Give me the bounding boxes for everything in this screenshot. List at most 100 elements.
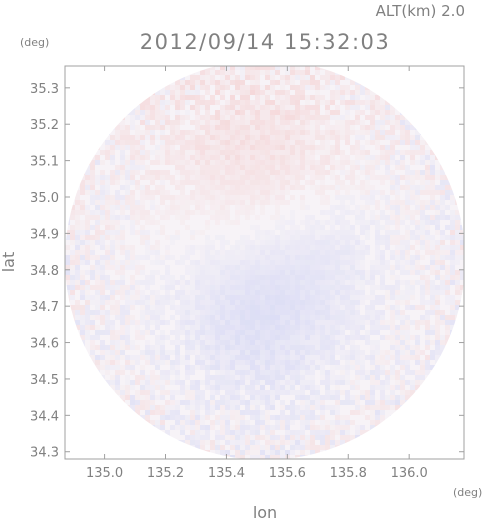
- heatmap-cell: [195, 195, 200, 200]
- heatmap-cell: [285, 155, 290, 160]
- heatmap-cell: [160, 300, 165, 305]
- heatmap-cell: [145, 315, 150, 320]
- heatmap-cell: [140, 290, 145, 295]
- heatmap-cell: [145, 285, 150, 290]
- heatmap-cell: [65, 230, 70, 235]
- heatmap-cell: [135, 180, 140, 185]
- heatmap-cell: [285, 330, 290, 335]
- heatmap-cell: [160, 420, 165, 425]
- heatmap-cell: [415, 145, 420, 150]
- heatmap-cell: [390, 275, 395, 280]
- heatmap-cell: [355, 290, 360, 295]
- y-tick-label: 34.9: [30, 227, 59, 242]
- heatmap-cell: [290, 105, 295, 110]
- heatmap-cell: [200, 275, 205, 280]
- heatmap-cell: [205, 290, 210, 295]
- heatmap-cell: [360, 260, 365, 265]
- heatmap-cell: [230, 275, 235, 280]
- heatmap-cell: [120, 390, 125, 395]
- heatmap-cell: [350, 360, 355, 365]
- heatmap-cell: [305, 345, 310, 350]
- heatmap-cell: [375, 175, 380, 180]
- heatmap-cell: [170, 275, 175, 280]
- heatmap-cell: [145, 210, 150, 215]
- heatmap-cell: [225, 365, 230, 370]
- heatmap-cell: [355, 325, 360, 330]
- heatmap-cell: [405, 295, 410, 300]
- heatmap-cell: [305, 235, 310, 240]
- heatmap-cell: [275, 175, 280, 180]
- heatmap-cell: [215, 165, 220, 170]
- heatmap-cell: [230, 175, 235, 180]
- heatmap-cell: [220, 180, 225, 185]
- heatmap-cell: [275, 200, 280, 205]
- heatmap-cell: [125, 165, 130, 170]
- heatmap-cell: [130, 285, 135, 290]
- heatmap-cell: [360, 185, 365, 190]
- heatmap-cell: [200, 445, 205, 450]
- heatmap-cell: [115, 215, 120, 220]
- heatmap-cell: [180, 90, 185, 95]
- heatmap-cell: [135, 165, 140, 170]
- heatmap-cell: [275, 135, 280, 140]
- heatmap-cell: [225, 325, 230, 330]
- heatmap-cell: [120, 340, 125, 345]
- heatmap-cell: [340, 170, 345, 175]
- heatmap-cell: [370, 160, 375, 165]
- heatmap-cell: [290, 220, 295, 225]
- heatmap-cell: [330, 145, 335, 150]
- heatmap-cell: [355, 140, 360, 145]
- heatmap-cell: [375, 330, 380, 335]
- heatmap-cell: [330, 410, 335, 415]
- heatmap-cell: [235, 215, 240, 220]
- heatmap-cell: [260, 66, 265, 70]
- heatmap-cell: [105, 295, 110, 300]
- heatmap-cell: [385, 245, 390, 250]
- heatmap-cell: [130, 340, 135, 345]
- heatmap-cell: [395, 195, 400, 200]
- heatmap-cell: [230, 320, 235, 325]
- heatmap-cell: [260, 165, 265, 170]
- heatmap-cell: [255, 175, 260, 180]
- heatmap-cell: [410, 200, 415, 205]
- heatmap-cell: [125, 390, 130, 395]
- heatmap-cell: [65, 260, 70, 265]
- heatmap-cell: [335, 245, 340, 250]
- heatmap-cell: [335, 270, 340, 275]
- heatmap-cell: [250, 205, 255, 210]
- heatmap-cell: [200, 440, 205, 445]
- heatmap-cell: [350, 345, 355, 350]
- heatmap-cell: [250, 270, 255, 275]
- heatmap-cell: [410, 285, 415, 290]
- heatmap-cell: [275, 130, 280, 135]
- heatmap-cell: [205, 295, 210, 300]
- heatmap-cell: [160, 260, 165, 265]
- heatmap-cell: [250, 170, 255, 175]
- heatmap-cell: [110, 290, 115, 295]
- heatmap-cell: [285, 285, 290, 290]
- heatmap-cell: [425, 245, 430, 250]
- heatmap-cell: [195, 300, 200, 305]
- heatmap-cell: [450, 330, 455, 335]
- heatmap-cell: [450, 180, 455, 185]
- heatmap-cell: [435, 215, 440, 220]
- heatmap-cell: [110, 140, 115, 145]
- heatmap-cell: [160, 390, 165, 395]
- heatmap-cell: [235, 200, 240, 205]
- heatmap-cell: [345, 270, 350, 275]
- heatmap-cell: [315, 450, 320, 455]
- heatmap-cell: [280, 375, 285, 380]
- heatmap-cell: [85, 185, 90, 190]
- heatmap-cell: [355, 165, 360, 170]
- heatmap-cell: [385, 100, 390, 105]
- heatmap-cell: [330, 295, 335, 300]
- heatmap-cell: [230, 325, 235, 330]
- heatmap-cell: [195, 165, 200, 170]
- heatmap-cell: [205, 235, 210, 240]
- heatmap-cell: [160, 135, 165, 140]
- heatmap-cell: [310, 390, 315, 395]
- heatmap-cell: [300, 165, 305, 170]
- heatmap-cell: [325, 325, 330, 330]
- heatmap-cell: [185, 215, 190, 220]
- heatmap-cell: [310, 395, 315, 400]
